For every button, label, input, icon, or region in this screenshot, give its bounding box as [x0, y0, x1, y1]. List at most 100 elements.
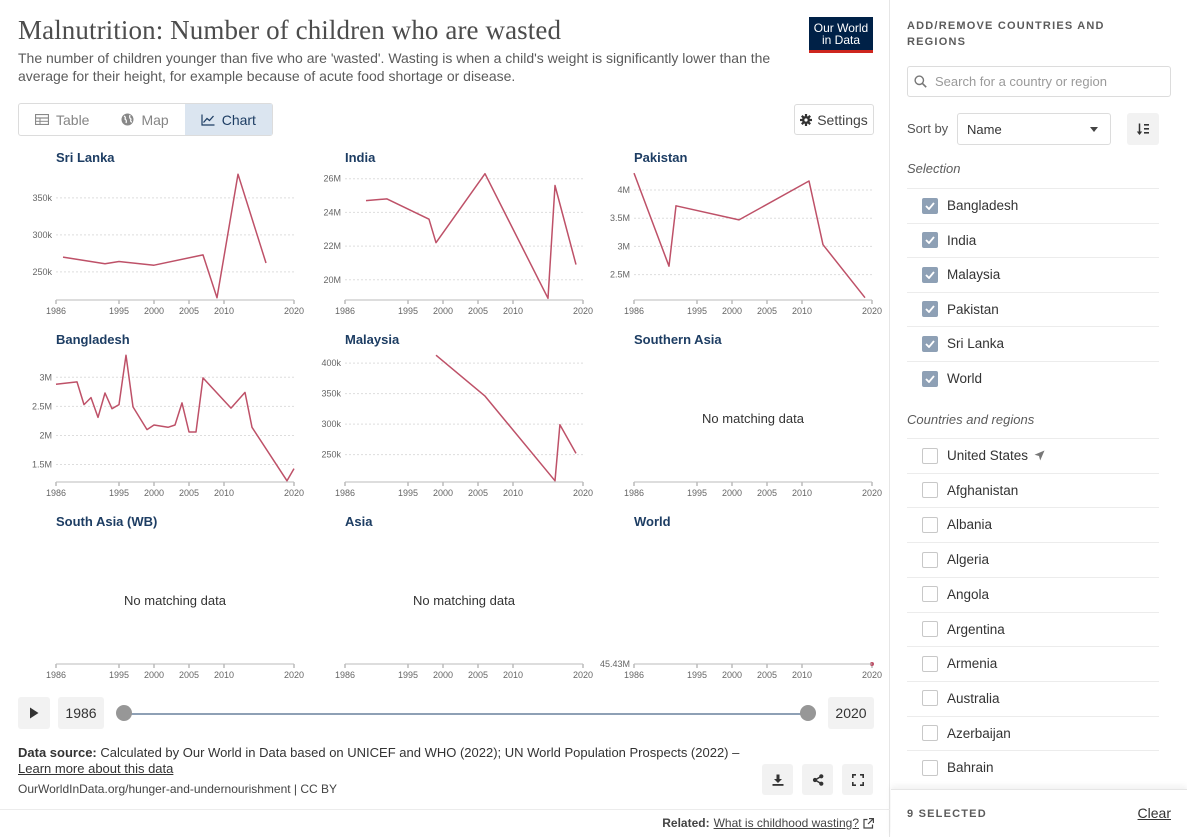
sidebar-footer: 9 SELECTED Clear — [891, 789, 1187, 837]
owid-logo[interactable]: Our World in Data — [809, 17, 873, 53]
x-tick-label: 2000 — [433, 670, 453, 680]
no-data-message: No matching data — [124, 593, 226, 608]
x-tick-label: 1995 — [687, 670, 707, 680]
search-input[interactable] — [933, 73, 1153, 90]
panel-title: Bangladesh — [56, 332, 130, 347]
x-tick-label: 2010 — [503, 306, 523, 316]
entity-row-azerbaijan[interactable]: Azerbaijan — [907, 715, 1159, 750]
y-tick-label: 250k — [32, 267, 52, 277]
panel-title: India — [345, 150, 376, 165]
search-box[interactable] — [907, 66, 1171, 97]
x-tick-label: 2005 — [757, 306, 777, 316]
entity-row-india[interactable]: India — [907, 222, 1159, 257]
timeline-start-handle[interactable] — [116, 705, 132, 721]
panel-malaysia: Malaysia 1986 1995 2000 2005 2010 2020 250k 300k… — [307, 332, 593, 504]
tab-table[interactable]: Table — [19, 104, 105, 135]
timeline-end-year[interactable]: 2020 — [828, 697, 874, 729]
entity-label: Angola — [947, 586, 990, 602]
entity-row-algeria[interactable]: Algeria — [907, 542, 1159, 576]
checkbox[interactable] — [922, 482, 938, 499]
checkbox[interactable] — [922, 621, 938, 637]
entity-row-world[interactable]: World — [907, 361, 1159, 395]
entity-row-bangladesh[interactable]: Bangladesh — [907, 188, 1159, 222]
entity-row-united-states[interactable]: United States — [907, 438, 1159, 472]
checkbox[interactable] — [922, 690, 938, 707]
y-tick-label: 4M — [617, 185, 630, 195]
series-line[interactable] — [55, 354, 295, 482]
x-tick-label: 2000 — [722, 488, 742, 498]
settings-button[interactable]: Settings — [794, 104, 874, 135]
share-button[interactable] — [802, 764, 833, 795]
checkbox[interactable] — [922, 516, 938, 533]
checkbox-checked[interactable] — [922, 301, 938, 318]
x-tick-label: 2010 — [792, 306, 812, 316]
checkbox-checked[interactable] — [922, 335, 938, 352]
panel-plot: 1986 1995 2000 2005 2010 2020 — [624, 481, 882, 498]
clear-button[interactable]: Clear — [1137, 805, 1171, 821]
entity-row-bahrain[interactable]: Bahrain — [907, 750, 1159, 784]
table-icon — [35, 114, 49, 125]
entity-label: Afghanistan — [947, 482, 1019, 498]
play-button[interactable] — [18, 697, 50, 729]
entity-label: Malaysia — [947, 267, 1001, 283]
fullscreen-button[interactable] — [842, 764, 873, 795]
search-icon — [914, 75, 927, 88]
x-tick-label: 2000 — [144, 306, 164, 316]
checkbox-checked[interactable] — [922, 232, 938, 249]
sort-order-button[interactable] — [1127, 113, 1159, 145]
entity-label: Albania — [947, 517, 993, 533]
checkbox-checked[interactable] — [922, 266, 938, 283]
entity-row-armenia[interactable]: Armenia — [907, 646, 1159, 680]
panel-asia: Asia No matching data 1986 1995 2000 2005 2010… — [307, 514, 593, 686]
x-tick-label: 2000 — [144, 488, 164, 498]
checkbox-checked[interactable] — [922, 370, 938, 387]
x-tick-label: 1986 — [624, 306, 644, 316]
download-button[interactable] — [762, 764, 793, 795]
panel-title: Sri Lanka — [56, 150, 115, 165]
x-tick-label: 2005 — [468, 306, 488, 316]
x-tick-label: 1986 — [46, 306, 66, 316]
entity-row-angola[interactable]: Angola — [907, 576, 1159, 611]
series-line[interactable] — [435, 354, 577, 482]
data-source: Data source: Calculated by Our World in … — [18, 745, 758, 777]
entity-row-australia[interactable]: Australia — [907, 680, 1159, 715]
series-line[interactable] — [633, 172, 866, 299]
x-tick-label: 2010 — [792, 488, 812, 498]
checkbox[interactable] — [922, 447, 938, 464]
checkbox-checked[interactable] — [922, 197, 938, 214]
x-tick-label: 2000 — [433, 488, 453, 498]
sort-dropdown[interactable]: Name — [957, 113, 1111, 145]
entity-row-malaysia[interactable]: Malaysia — [907, 257, 1159, 291]
checkbox[interactable] — [922, 586, 938, 603]
x-tick-label: 1995 — [687, 488, 707, 498]
related-link[interactable]: What is childhood wasting? — [713, 816, 859, 830]
y-tick-label: 26M — [323, 174, 341, 184]
source-url[interactable]: OurWorldInData.org/hunger-and-undernouri… — [18, 782, 338, 796]
play-icon — [29, 707, 39, 719]
timeline-end-handle[interactable] — [800, 705, 816, 721]
x-tick-label: 1986 — [624, 488, 644, 498]
sort-value: Name — [967, 121, 1002, 137]
entity-row-afghanistan[interactable]: Afghanistan — [907, 472, 1159, 507]
entity-row-pakistan[interactable]: Pakistan — [907, 291, 1159, 326]
timeline-start-year[interactable]: 1986 — [58, 697, 104, 729]
series-line[interactable] — [62, 173, 267, 299]
sort-label: Sort by — [907, 121, 949, 136]
y-tick-label: 400k — [321, 358, 341, 368]
checkbox[interactable] — [922, 759, 938, 776]
x-tick-label: 2005 — [757, 670, 777, 680]
tab-chart[interactable]: Chart — [184, 104, 272, 135]
entity-row-albania[interactable]: Albania — [907, 507, 1159, 541]
entity-row-sri-lanka[interactable]: Sri Lanka — [907, 326, 1159, 360]
checkbox[interactable] — [922, 551, 938, 568]
checkbox[interactable] — [922, 725, 938, 742]
learn-more-link[interactable]: Learn more about this data — [18, 761, 174, 776]
x-tick-label: 2020 — [573, 670, 593, 680]
checkbox[interactable] — [922, 655, 938, 672]
download-icon — [772, 774, 784, 786]
entity-row-argentina[interactable]: Argentina — [907, 611, 1159, 646]
x-tick-label: 2020 — [284, 488, 304, 498]
series-line[interactable] — [365, 172, 577, 300]
timeline-track[interactable] — [124, 713, 808, 715]
tab-map[interactable]: Map — [105, 104, 184, 135]
